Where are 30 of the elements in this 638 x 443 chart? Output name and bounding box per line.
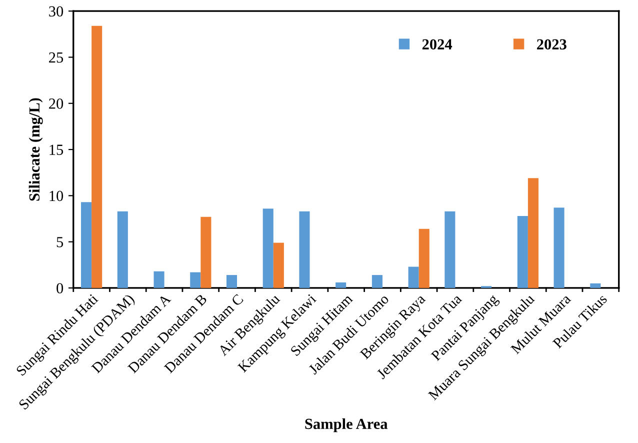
bar <box>117 211 128 288</box>
y-tick-label: 15 <box>50 144 64 155</box>
bar <box>590 283 601 288</box>
bar <box>554 208 564 288</box>
bar <box>444 211 456 288</box>
y-tick-label: 25 <box>49 52 64 63</box>
legend-label: 2023 <box>537 39 566 50</box>
bar <box>528 178 538 288</box>
bar <box>81 202 92 288</box>
y-axis-title: Siliacate (mg/L) <box>28 98 43 201</box>
bar <box>190 272 201 288</box>
y-tick-label: 0 <box>56 283 64 294</box>
bar <box>262 208 274 288</box>
bar <box>372 275 382 288</box>
y-tick-label: 30 <box>49 6 64 17</box>
bar <box>517 216 528 288</box>
bar <box>154 271 164 288</box>
legend-label: 2024 <box>422 39 452 50</box>
y-tick-label: 5 <box>56 237 64 248</box>
bar <box>408 266 419 288</box>
bar <box>273 242 284 288</box>
bar <box>92 26 102 288</box>
y-tick-label: 10 <box>50 190 64 202</box>
x-axis-title: Sample Area <box>305 418 388 432</box>
y-tick-label: 20 <box>49 98 64 109</box>
bar <box>200 216 212 288</box>
bar <box>226 275 238 288</box>
bar <box>336 282 346 288</box>
bar <box>418 228 430 288</box>
bar <box>299 211 310 288</box>
